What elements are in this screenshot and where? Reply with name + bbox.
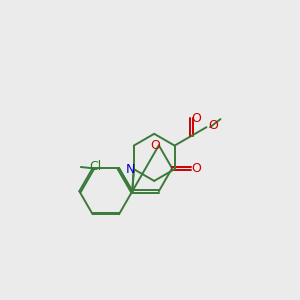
Text: O: O [191,112,201,125]
Text: O: O [150,139,160,152]
Text: O: O [192,162,202,175]
Text: Cl: Cl [89,160,101,173]
Text: N: N [126,163,135,176]
Text: O: O [208,119,218,132]
